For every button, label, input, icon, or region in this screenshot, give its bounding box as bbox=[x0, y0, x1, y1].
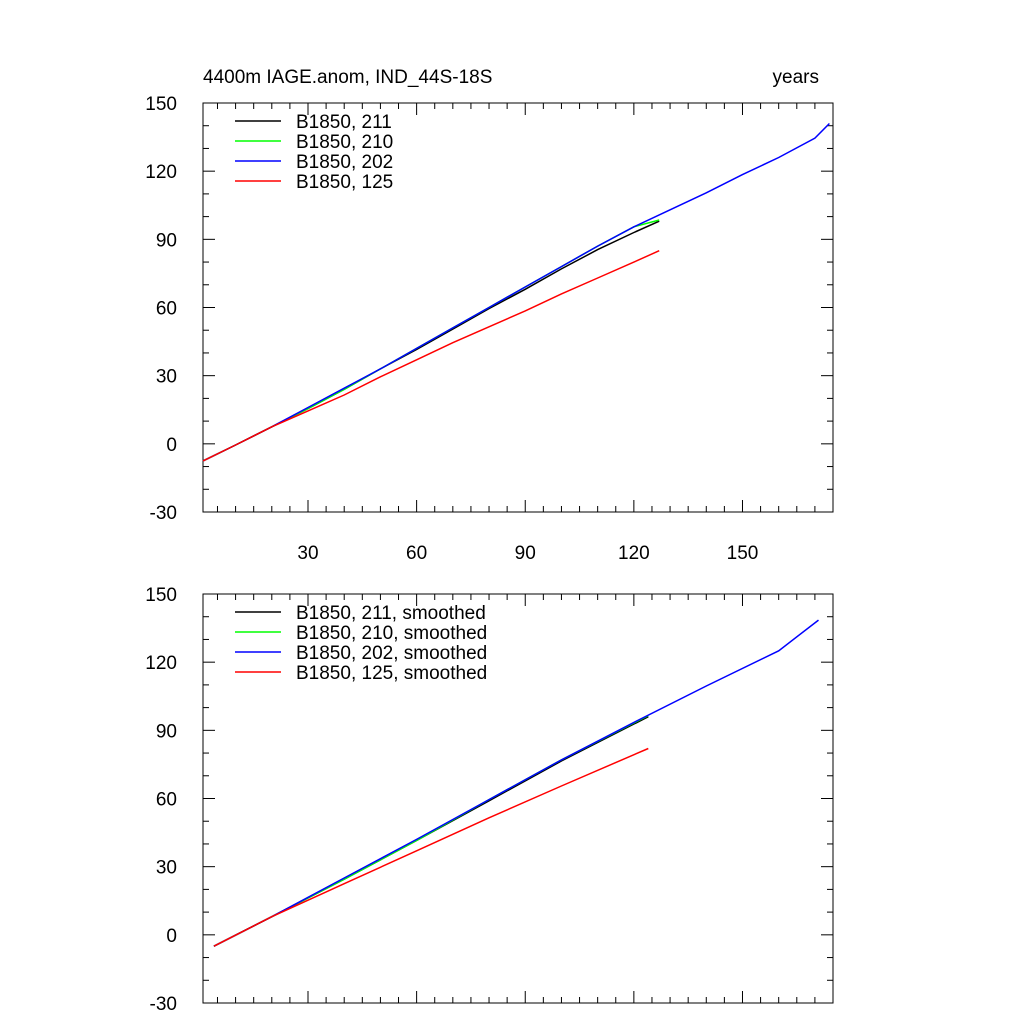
y-tick-label: 30 bbox=[156, 367, 177, 388]
legend-label: B1850, 202 bbox=[296, 152, 393, 173]
x-tick-label: 60 bbox=[406, 543, 427, 564]
legend-label: B1850, 211, smoothed bbox=[296, 603, 486, 624]
x-tick-label: 120 bbox=[618, 543, 650, 564]
series-line bbox=[213, 747, 649, 947]
y-tick-label: 30 bbox=[156, 858, 177, 879]
y-tick-label: 120 bbox=[145, 162, 177, 183]
legend-label: B1850, 211 bbox=[296, 112, 392, 133]
y-tick-label: 90 bbox=[156, 721, 177, 742]
units-label: years bbox=[773, 67, 819, 88]
y-tick-label: 0 bbox=[166, 435, 177, 456]
legend-label: B1850, 210, smoothed bbox=[296, 623, 487, 644]
y-tick-label: -30 bbox=[150, 994, 177, 1015]
legend-label: B1850, 202, smoothed bbox=[296, 643, 487, 664]
series-line bbox=[202, 122, 830, 462]
y-tick-label: 60 bbox=[156, 299, 177, 320]
x-tick-label: 90 bbox=[515, 543, 536, 564]
x-tick-label: 30 bbox=[297, 543, 318, 564]
y-tick-label: 150 bbox=[145, 585, 177, 606]
y-tick-label: 0 bbox=[166, 926, 177, 947]
series-line bbox=[213, 619, 819, 947]
y-tick-label: 150 bbox=[145, 94, 177, 115]
x-tick-label: 150 bbox=[727, 543, 759, 564]
y-tick-label: 90 bbox=[156, 230, 177, 251]
legend-label: B1850, 125, smoothed bbox=[296, 663, 487, 684]
series-line bbox=[202, 250, 660, 462]
legend-label: B1850, 210 bbox=[296, 132, 393, 153]
y-tick-label: -30 bbox=[150, 503, 177, 524]
y-tick-label: 60 bbox=[156, 790, 177, 811]
y-tick-label: 120 bbox=[145, 653, 177, 674]
legend-label: B1850, 125 bbox=[296, 172, 393, 193]
chart-title: 4400m IAGE.anom, IND_44S-18S bbox=[203, 67, 492, 88]
